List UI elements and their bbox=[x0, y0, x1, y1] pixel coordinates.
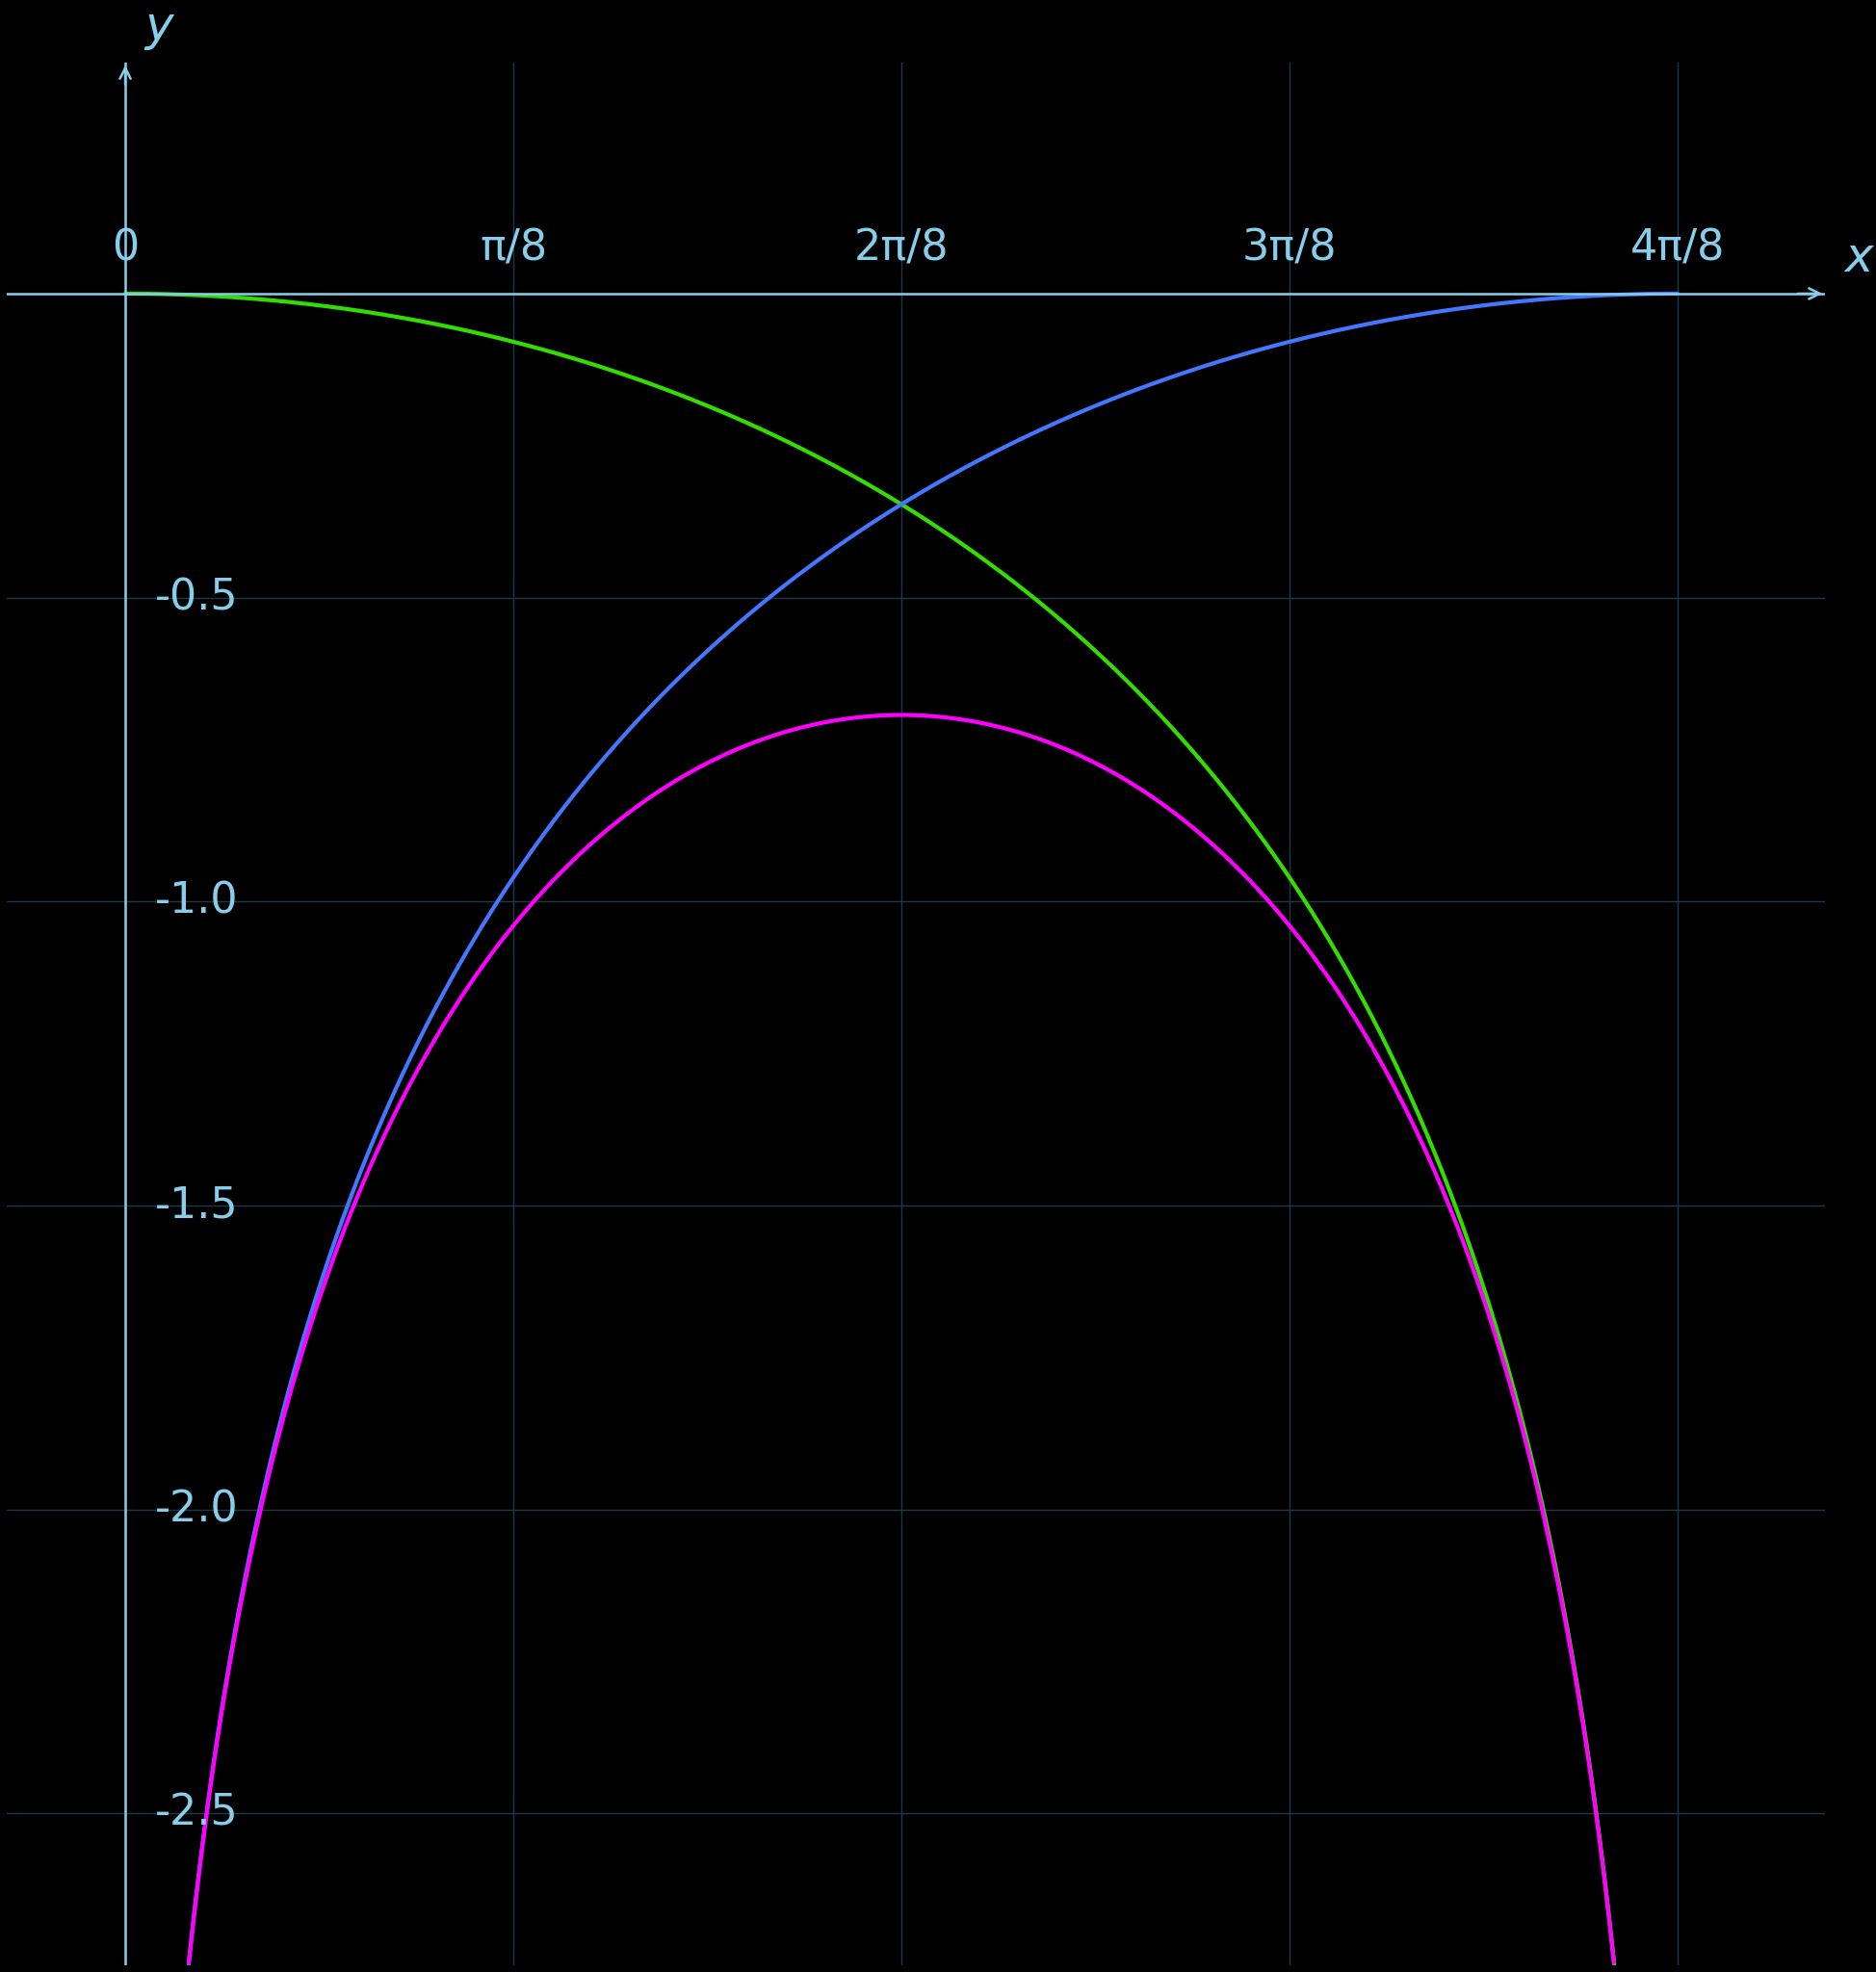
Text: 0: 0 bbox=[113, 229, 139, 270]
Text: x: x bbox=[1844, 235, 1874, 282]
Text: -0.5: -0.5 bbox=[156, 578, 238, 619]
Text: 2π/8: 2π/8 bbox=[854, 229, 949, 270]
Text: π/8: π/8 bbox=[480, 229, 548, 270]
Text: -1.0: -1.0 bbox=[156, 881, 238, 923]
Text: -1.5: -1.5 bbox=[156, 1185, 238, 1227]
Text: -2.5: -2.5 bbox=[156, 1793, 238, 1834]
Text: 3π/8: 3π/8 bbox=[1242, 229, 1338, 270]
Text: 4π/8: 4π/8 bbox=[1630, 229, 1724, 270]
Text: y: y bbox=[144, 4, 174, 51]
Text: -2.0: -2.0 bbox=[156, 1489, 238, 1530]
